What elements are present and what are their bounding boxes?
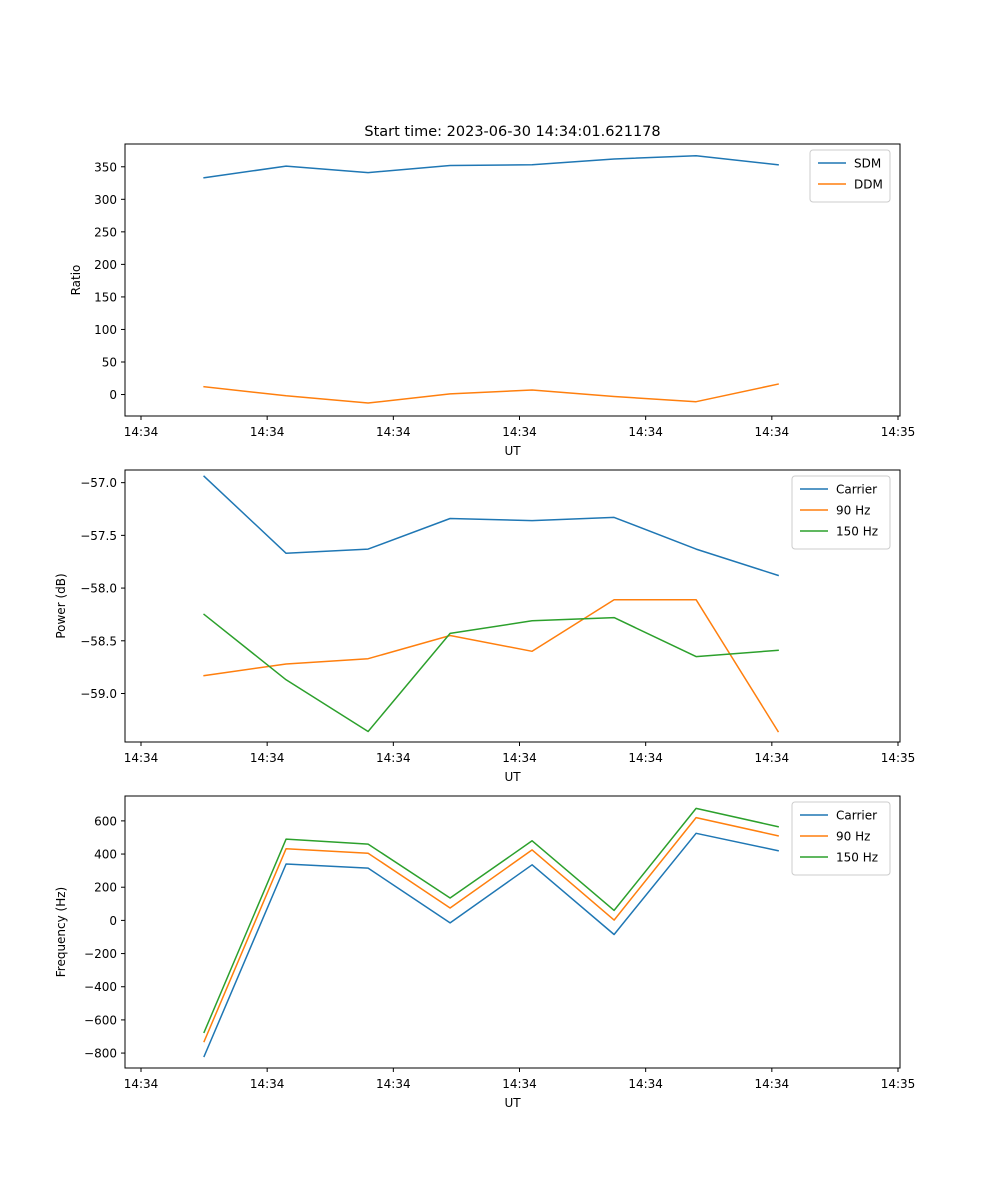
- subplot-ratio: 14:34 14:34 14:34 14:34 14:34 14:34 14:35 0 50 10…: [69, 143, 916, 458]
- figure-title: Start time: 2023-06-30 14:34:01.621178: [364, 124, 660, 140]
- x-tick-label: 14:34: [755, 425, 790, 439]
- x-axis-label: UT: [504, 444, 521, 458]
- series-line-90-hz: [203, 598, 780, 733]
- y-tick-label: −58.0: [80, 582, 117, 596]
- x-tick-label: 14:34: [124, 1077, 159, 1091]
- y-tick-label: −59.0: [80, 687, 117, 701]
- series-line-sdm: [203, 154, 779, 179]
- x-tick-label: 14:34: [628, 751, 663, 765]
- legend-label: 150 Hz: [836, 851, 878, 865]
- series-line-carrier: [203, 832, 779, 1058]
- legend-label: 90 Hz: [836, 504, 870, 518]
- x-tick-label: 14:35: [881, 1077, 916, 1091]
- x-tick-label: 14:34: [628, 1077, 663, 1091]
- series-line-150-hz: [203, 807, 779, 1034]
- x-axis-label: UT: [504, 770, 521, 784]
- y-tick-label: 200: [94, 258, 117, 272]
- y-tick-label: 100: [94, 323, 117, 337]
- y-tick-label: 300: [94, 193, 117, 207]
- subplot-frequency: 14:34 14:34 14:34 14:34 14:34 14:34 14:35 −800 −…: [54, 795, 916, 1110]
- y-tick-label: 50: [102, 355, 117, 369]
- subplot-power: 14:34 14:34 14:34 14:34 14:34 14:34 14:35 −59.0…: [54, 469, 916, 784]
- x-tick-label: 14:34: [376, 425, 411, 439]
- y-tick-label: 400: [94, 848, 117, 862]
- y-tick-label: −57.5: [80, 529, 117, 543]
- x-tick-label: 14:35: [881, 425, 916, 439]
- series-line-150-hz: [203, 613, 779, 733]
- y-tick-label: 150: [94, 290, 117, 304]
- x-tick-label: 14:34: [755, 751, 790, 765]
- y-tick-label: 600: [94, 814, 117, 828]
- y-tick-label: −58.5: [80, 634, 117, 648]
- x-tick-label: 14:34: [124, 751, 159, 765]
- axes-frame-frequency: [124, 795, 901, 1069]
- series-line-ddm: [203, 383, 779, 404]
- y-tick-label: 200: [94, 881, 117, 895]
- y-tick-label: 250: [94, 225, 117, 239]
- legend-label: DDM: [854, 178, 883, 192]
- axes-frame-ratio: [124, 143, 901, 417]
- y-tick-label: 0: [109, 388, 117, 402]
- y-tick-label: 350: [94, 160, 117, 174]
- x-tick-label: 14:34: [250, 425, 285, 439]
- legend-label: 90 Hz: [836, 830, 870, 844]
- y-tick-label: −57.0: [80, 476, 117, 490]
- y-axis-label: Frequency (Hz): [54, 887, 68, 978]
- y-tick-label: 0: [109, 914, 117, 928]
- axes-frame-power: [124, 469, 901, 743]
- y-axis-label: Ratio: [69, 265, 83, 296]
- x-tick-label: 14:34: [250, 751, 285, 765]
- x-tick-label: 14:34: [628, 425, 663, 439]
- x-tick-label: 14:34: [124, 425, 159, 439]
- x-tick-label: 14:35: [881, 751, 916, 765]
- y-tick-label: −800: [84, 1047, 117, 1061]
- x-tick-label: 14:34: [502, 425, 537, 439]
- x-tick-label: 14:34: [502, 1077, 537, 1091]
- legend-label: Carrier: [836, 809, 877, 823]
- series-line-carrier: [203, 475, 780, 577]
- x-axis-label: UT: [504, 1096, 521, 1110]
- x-tick-label: 14:34: [250, 1077, 285, 1091]
- x-tick-label: 14:34: [376, 1077, 411, 1091]
- y-tick-label: −400: [84, 980, 117, 994]
- legend-label: Carrier: [836, 483, 877, 497]
- x-tick-label: 14:34: [376, 751, 411, 765]
- y-tick-label: −600: [84, 1013, 117, 1027]
- y-tick-label: −200: [84, 947, 117, 961]
- legend-label: SDM: [854, 157, 881, 171]
- y-axis-label: Power (dB): [54, 573, 68, 638]
- x-tick-label: 14:34: [502, 751, 537, 765]
- series-line-90-hz: [203, 816, 779, 1043]
- x-tick-label: 14:34: [755, 1077, 790, 1091]
- legend-label: 150 Hz: [836, 525, 878, 539]
